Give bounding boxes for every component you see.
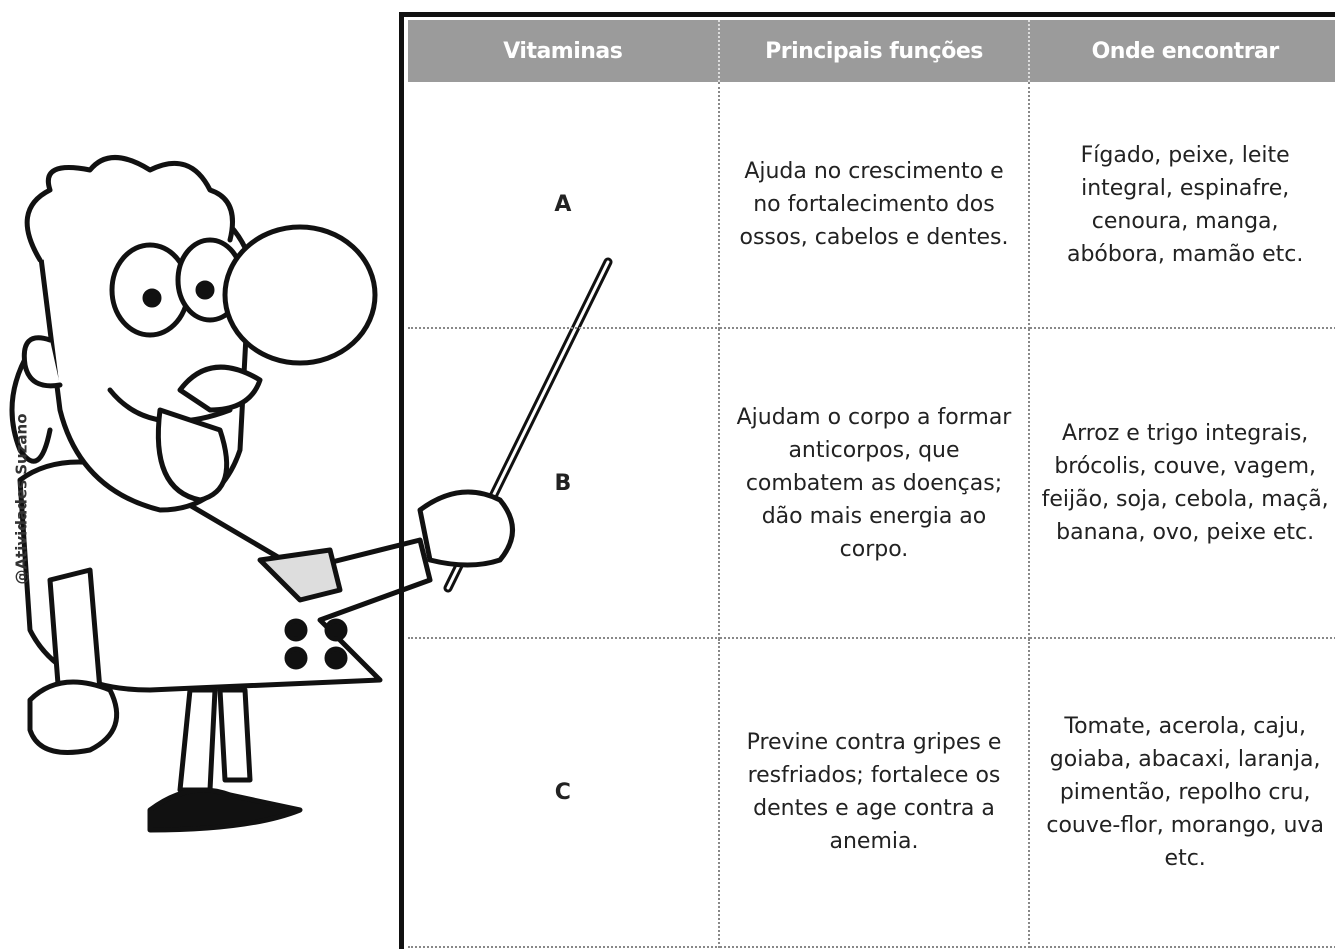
- header-cell: Onde encontrar: [1029, 20, 1335, 82]
- source-cell: Arroz e trigo integrais, brócolis, couve…: [1029, 328, 1335, 639]
- watermark: @Atividades Suzano: [12, 413, 31, 585]
- header-cell: Principais funções: [718, 20, 1031, 82]
- function-cell: Previne contra gripes e resfriados; fort…: [718, 637, 1031, 949]
- table-body: A Ajuda no crescimento e no fortalecimen…: [408, 82, 1335, 949]
- function-cell: Ajudam o corpo a formar anticorpos, que …: [718, 328, 1031, 639]
- function-cell: Ajuda no crescimento e no fortalecimento…: [718, 82, 1031, 330]
- source-cell: Tomate, acerola, caju, goiaba, abacaxi, …: [1029, 637, 1335, 949]
- table-row: A Ajuda no crescimento e no fortalecimen…: [408, 82, 1335, 330]
- teacher-cartoon: [9, 155, 613, 833]
- vitamin-cell: C: [408, 637, 720, 949]
- vitamin-table: Vitaminas Principais funções Onde encont…: [408, 20, 1335, 949]
- source-cell: Fígado, peixe, leite integral, espinafre…: [1029, 82, 1335, 330]
- table-header: Vitaminas Principais funções Onde encont…: [408, 20, 1335, 82]
- table-frame: Vitaminas Principais funções Onde encont…: [399, 12, 1335, 949]
- header-row: Vitaminas Principais funções Onde encont…: [408, 20, 1335, 82]
- table-row: B Ajudam o corpo a formar anticorpos, qu…: [408, 328, 1335, 639]
- vitamin-cell: B: [408, 328, 720, 639]
- vitamin-cell: A: [408, 82, 720, 330]
- header-cell: Vitaminas: [408, 20, 720, 82]
- table-row: C Previne contra gripes e resfriados; fo…: [408, 637, 1335, 949]
